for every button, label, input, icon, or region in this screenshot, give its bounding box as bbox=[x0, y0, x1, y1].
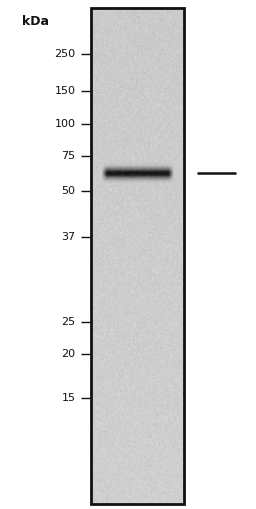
Text: 150: 150 bbox=[55, 86, 76, 96]
Text: kDa: kDa bbox=[22, 15, 49, 28]
Text: 75: 75 bbox=[61, 151, 76, 161]
Text: 250: 250 bbox=[54, 49, 76, 60]
Text: 37: 37 bbox=[61, 232, 76, 242]
Text: 100: 100 bbox=[55, 119, 76, 129]
Text: 25: 25 bbox=[61, 317, 76, 327]
Text: 50: 50 bbox=[61, 186, 76, 196]
Text: 15: 15 bbox=[61, 393, 76, 403]
Bar bbox=[91, 8, 184, 504]
Text: 20: 20 bbox=[61, 349, 76, 359]
